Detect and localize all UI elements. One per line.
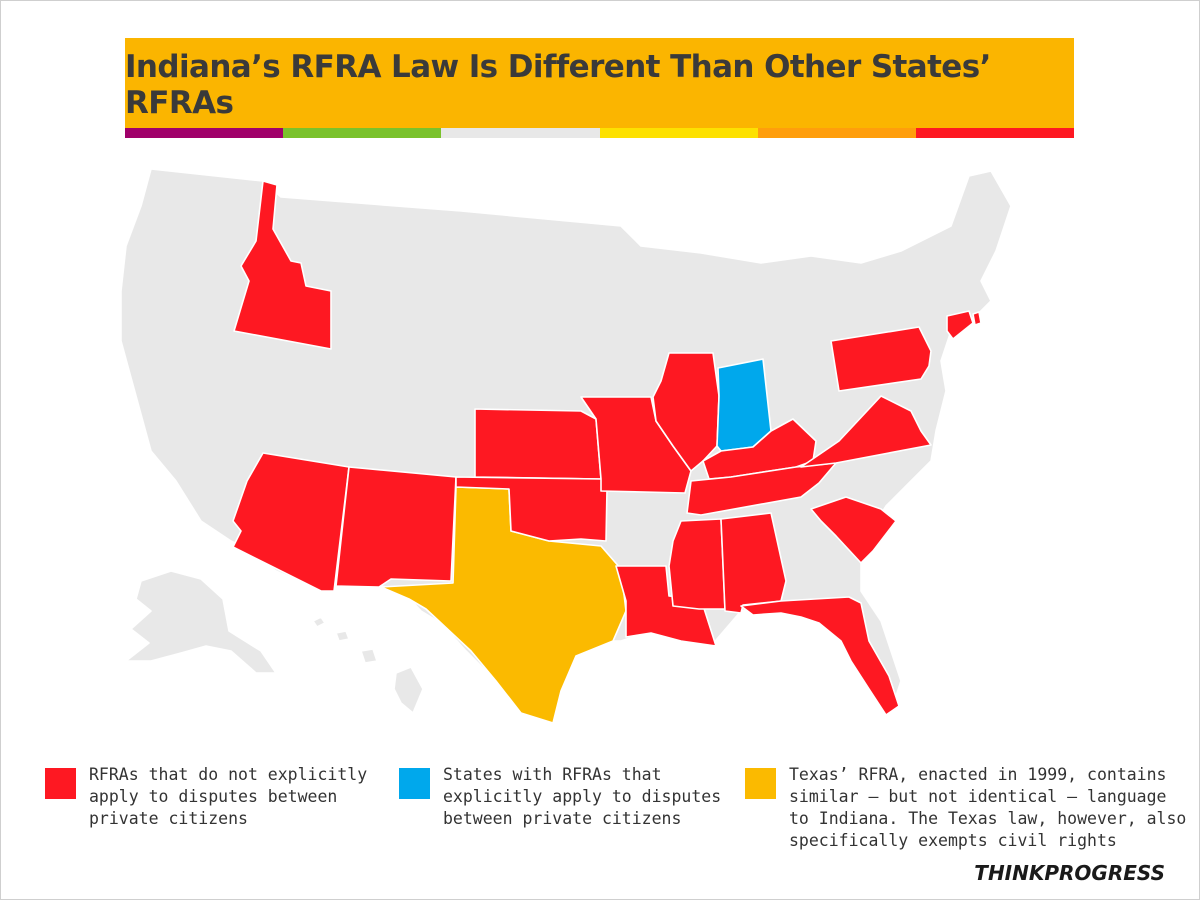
- virginia: [800, 395, 932, 468]
- legend-blue: States with RFRAs that explicitly apply …: [399, 764, 721, 830]
- kansas: [474, 408, 602, 480]
- page-title: Indiana’s RFRA Law Is Different Than Oth…: [125, 49, 991, 121]
- tennessee: [686, 462, 837, 516]
- connecticut: [946, 310, 974, 340]
- title-banner: Indiana’s RFRA Law Is Different Than Oth…: [125, 38, 1074, 128]
- legend-label-yellow: Texas’ RFRA, enacted in 1999, contains s…: [789, 765, 1187, 850]
- legend-red: RFRAs that do not explicitly apply to di…: [45, 764, 367, 830]
- stripe-segment: [757, 128, 916, 138]
- color-stripe: [125, 128, 1075, 138]
- stripe-segment: [125, 128, 284, 138]
- legend-label-blue: States with RFRAs that explicitly apply …: [443, 765, 722, 828]
- legend-yellow: Texas’ RFRA, enacted in 1999, contains s…: [745, 764, 1186, 852]
- florida: [740, 596, 900, 716]
- stripe-segment: [283, 128, 442, 138]
- legend-label-red: RFRAs that do not explicitly apply to di…: [89, 765, 368, 828]
- legend-swatch-red: [45, 768, 76, 799]
- stripe-segment: [441, 128, 600, 138]
- illinois: [652, 352, 720, 472]
- new-mexico: [335, 466, 457, 588]
- thinkprogress-logo: THINKPROGRESS: [974, 861, 1165, 885]
- louisiana: [615, 565, 717, 647]
- arizona: [232, 452, 350, 592]
- idaho: [233, 180, 332, 350]
- legend-swatch-blue: [399, 768, 430, 799]
- stripe-segment: [599, 128, 758, 138]
- texas: [380, 486, 627, 724]
- hawaii: [312, 616, 424, 714]
- stripe-segment: [915, 128, 1075, 138]
- missouri: [580, 396, 692, 494]
- south-carolina: [810, 496, 897, 564]
- legend-swatch-yellow: [745, 768, 776, 799]
- rhode-island: [972, 311, 982, 326]
- mississippi: [668, 518, 726, 610]
- alaska: [125, 570, 277, 674]
- pennsylvania: [830, 326, 932, 392]
- us-states-map: [120, 168, 1012, 724]
